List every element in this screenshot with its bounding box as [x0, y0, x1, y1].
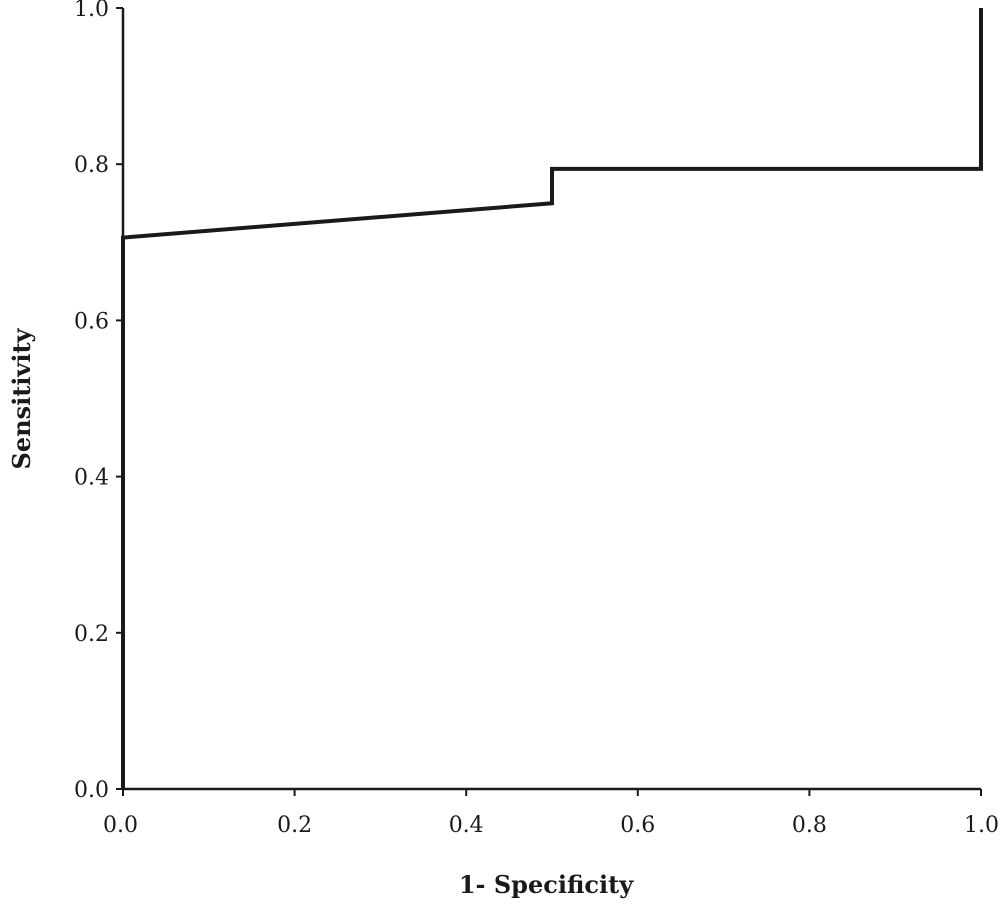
x-tick-label: 0.0: [103, 813, 138, 838]
axes: [121, 8, 981, 791]
y-tick-label: 0.8: [74, 153, 109, 178]
x-tick-label: 0.8: [792, 813, 827, 838]
y-tick-label: 1.0: [74, 0, 109, 22]
y-tick-label: 0.2: [74, 622, 109, 647]
y-axis-title: Sensitivity: [7, 327, 36, 469]
y-tick-label: 0.0: [74, 778, 109, 803]
x-tick-label: 0.2: [277, 813, 312, 838]
roc-curve-line: [121, 8, 983, 789]
x-tick-label: 0.4: [449, 813, 484, 838]
x-tick-label: 1.0: [964, 813, 999, 838]
y-tick-label: 0.4: [74, 466, 109, 491]
ticks: 0.0 0.2 0.4 0.6 0.8 1.0 0.0 0.2 0.4 0.6 0.8 1.0: [74, 0, 999, 838]
x-tick-label: 0.6: [620, 813, 655, 838]
x-axis-title: 1- Specificity: [459, 870, 634, 899]
y-tick-label: 0.6: [74, 309, 109, 334]
series: [121, 8, 983, 789]
